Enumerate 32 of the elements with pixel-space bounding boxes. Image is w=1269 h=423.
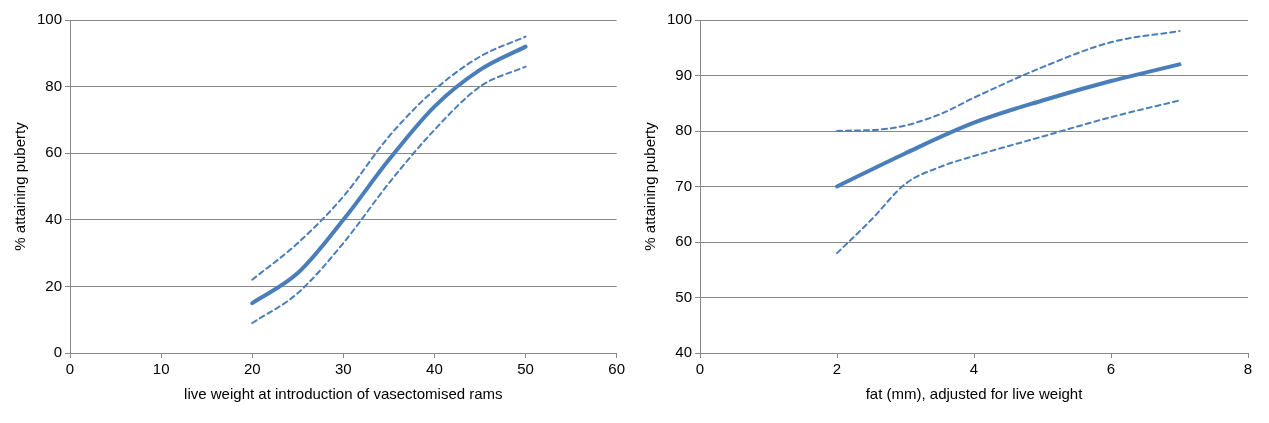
x-tick-label: 20 (243, 360, 261, 378)
x-tick-label: 4 (969, 360, 979, 378)
x-axis-title: live weight at introduction of vasectomised rams (184, 385, 503, 403)
x-tick-label: 8 (1243, 360, 1253, 378)
y-tick-label: 80 (675, 121, 693, 139)
y-tick-label: 100 (37, 10, 63, 28)
y-tick-label: 60 (45, 143, 63, 161)
y-tick-label: 40 (675, 343, 693, 361)
x-tick-label: 0 (65, 360, 75, 378)
x-axis-title: fat (mm), adjusted for live weight (865, 385, 1084, 403)
y-tick-label: 40 (45, 209, 63, 227)
y-tick-label: 80 (45, 76, 63, 94)
y-tick-label: 100 (667, 10, 693, 28)
x-tick-label: 60 (608, 360, 625, 378)
line-series (836, 30, 1181, 132)
y-axis-title: % attaining puberty (641, 121, 659, 251)
x-tick-label: 2 (832, 360, 842, 378)
y-tick-label: 60 (675, 232, 693, 250)
y-tick-label: 0 (53, 343, 63, 361)
line-series (836, 99, 1181, 255)
y-tick-label: 20 (45, 276, 63, 294)
x-tick-label: 40 (426, 360, 443, 378)
x-tick-label: 6 (1106, 360, 1116, 378)
line-series (835, 62, 1182, 189)
y-tick-label: 90 (675, 65, 693, 83)
x-tick-label: 50 (517, 360, 534, 378)
y-axis-title: % attaining puberty (11, 121, 29, 251)
x-tick-label: 10 (152, 360, 170, 378)
x-tick-label: 0 (695, 360, 705, 378)
x-tick-label: 30 (335, 360, 352, 378)
y-tick-label: 50 (675, 287, 693, 305)
y-tick-label: 70 (675, 176, 693, 194)
